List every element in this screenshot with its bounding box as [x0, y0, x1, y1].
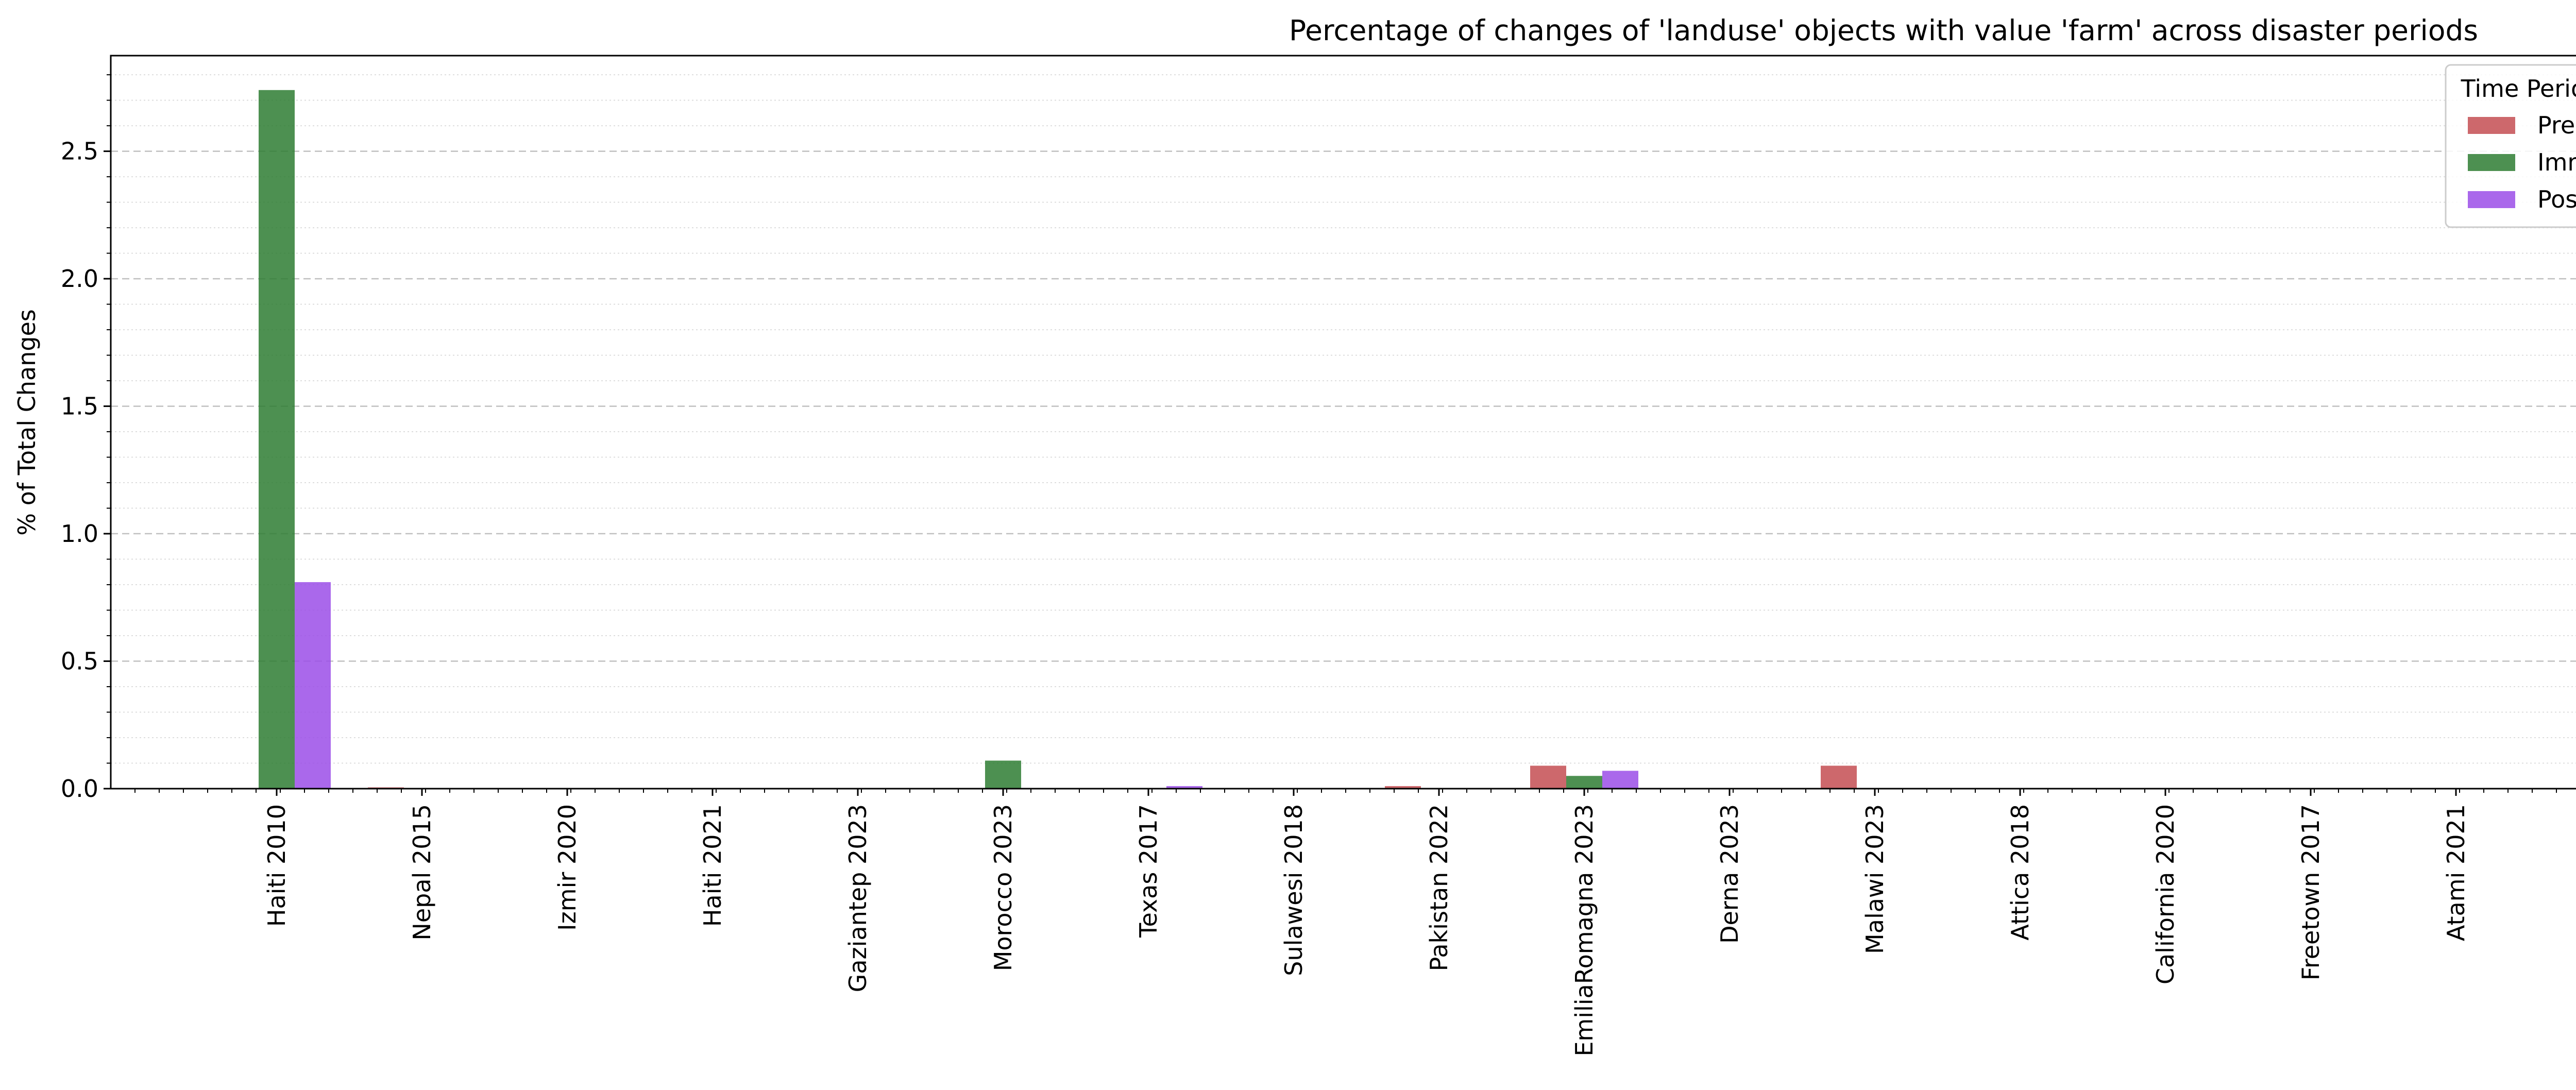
- x-tick-label: Haiti 2021: [699, 804, 726, 927]
- legend-swatch-imm: [2468, 154, 2515, 171]
- legend-label-imm: Imm: [2537, 148, 2576, 176]
- grid-layer: [111, 74, 2576, 764]
- y-tick-label: 0.5: [61, 648, 98, 675]
- plot-frame: [110, 55, 2576, 790]
- x-tick-label: Derna 2023: [1716, 804, 1743, 944]
- bar-pre: [1385, 786, 1421, 789]
- x-tick-label: California 2020: [2151, 804, 2179, 984]
- legend-label-pre: Pre: [2537, 111, 2575, 139]
- y-tick-label: 2.5: [61, 138, 98, 165]
- x-tick-label: Morocco 2023: [989, 804, 1017, 971]
- x-tick-label: Sulawesi 2018: [1280, 804, 1308, 976]
- y-tick-label: 1.5: [61, 393, 98, 420]
- x-tick-label: Haiti 2010: [263, 804, 291, 927]
- legend-title: Time Period: [2461, 75, 2576, 103]
- x-tick-label: Pakistan 2022: [1425, 804, 1453, 971]
- bar-pre: [1821, 765, 1857, 789]
- bar-imm: [1566, 776, 1602, 789]
- bar-post: [1602, 771, 1638, 789]
- x-tick-label: EmiliaRomagna 2023: [1570, 804, 1598, 1057]
- x-tick-label: Freetown 2017: [2297, 804, 2325, 980]
- x-tick-label: Izmir 2020: [553, 804, 581, 931]
- y-tick-label: 2.0: [61, 265, 98, 293]
- x-tick-label: Malawi 2023: [1861, 804, 1889, 954]
- legend-swatch-post: [2468, 191, 2515, 208]
- bar-pre: [1530, 765, 1566, 789]
- x-tick-label: Gaziantep 2023: [844, 804, 872, 992]
- bar-post: [295, 582, 331, 789]
- x-tick-label: Attica 2018: [2006, 804, 2034, 941]
- legend-label-post: Post: [2537, 185, 2576, 213]
- x-tick-label: Atami 2021: [2442, 804, 2470, 941]
- y-axis-label: % of Total Changes: [13, 309, 41, 535]
- y-tick-label: 0.0: [61, 775, 98, 803]
- chart-title: Percentage of changes of 'landuse' objec…: [1289, 14, 2478, 47]
- axes-layer: 0.0 0.5 1.0 1.5 2.0 2.5 Haiti 2010 Nepal 2015 Iz…: [61, 74, 2557, 1057]
- legend-swatch-pre: [2468, 117, 2515, 134]
- bar-post: [1166, 786, 1202, 789]
- x-tick-label: Nepal 2015: [408, 804, 436, 941]
- bar-imm: [259, 90, 295, 789]
- bars-layer: [259, 90, 1857, 789]
- legend: Time Period Pre Imm Post: [2445, 64, 2576, 228]
- bar-imm: [985, 760, 1021, 789]
- x-tick-label: Texas 2017: [1134, 804, 1162, 938]
- y-tick-label: 1.0: [61, 520, 98, 548]
- legend-box: [2445, 64, 2576, 228]
